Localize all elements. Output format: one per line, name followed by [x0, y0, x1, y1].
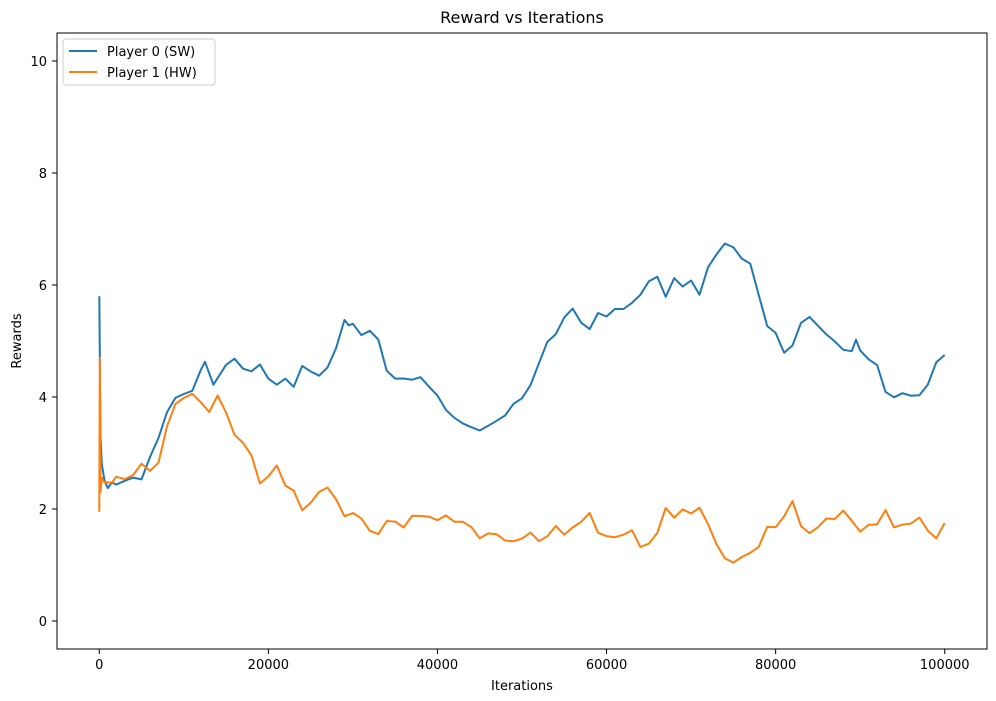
plot-frame	[56, 32, 988, 650]
legend-label-player-0: Player 0 (SW)	[107, 45, 195, 60]
y-tick-label: 10	[30, 55, 47, 70]
y-tick-label: 0	[39, 615, 47, 630]
series-line-player-0	[98, 242, 946, 490]
x-axis-ticks: 0 20000 40000 60000 80000 100000	[95, 649, 970, 673]
plot-lines	[98, 242, 946, 564]
y-tick-label: 8	[39, 167, 47, 182]
y-tick-label: 6	[39, 279, 47, 294]
y-axis-ticks: 0 2 4 6 8 10	[30, 55, 57, 630]
x-tick-label: 80000	[755, 658, 796, 673]
x-tick-label: 100000	[920, 658, 970, 673]
chart-title: Reward vs Iterations	[440, 8, 604, 27]
x-tick-label: 40000	[417, 658, 458, 673]
x-tick-label: 60000	[586, 658, 627, 673]
x-tick-label: 20000	[248, 658, 289, 673]
y-tick-label: 2	[39, 503, 47, 518]
x-tick-label: 0	[95, 658, 103, 673]
y-tick-label: 4	[39, 391, 47, 406]
x-axis-label: Iterations	[491, 679, 553, 694]
series-line-player-1	[98, 356, 946, 564]
legend-label-player-1: Player 1 (HW)	[107, 66, 197, 81]
legend-box	[62, 38, 216, 86]
y-axis-label: Rewards	[10, 313, 25, 368]
legend: Player 0 (SW) Player 1 (HW)	[62, 38, 216, 86]
